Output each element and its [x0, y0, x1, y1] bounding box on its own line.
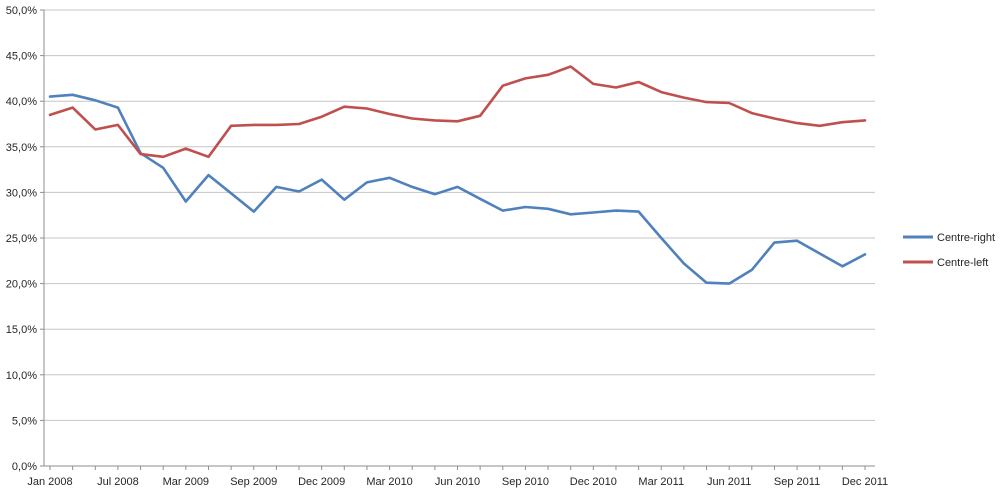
series-line-centre-left [48, 65, 867, 159]
x-tick-label: Jun 2011 [707, 476, 751, 488]
x-tick-label: Dec 2010 [570, 476, 617, 488]
x-tick-label: Dec 2011 [842, 476, 888, 488]
y-tick-label: 5,0% [12, 415, 37, 427]
y-tick-label: 25,0% [6, 233, 37, 245]
x-tick-label: Jan 2008 [27, 476, 72, 488]
y-tick-label: 10,0% [6, 370, 37, 382]
y-tick-label: 15,0% [6, 324, 37, 336]
y-tick-label: 35,0% [6, 142, 37, 154]
y-tick-label: 40,0% [6, 96, 37, 108]
y-tick-label: 30,0% [6, 187, 37, 199]
legend-label-centre-left: Centre-left [937, 257, 988, 269]
x-tick-label: Sep 2009 [230, 476, 277, 488]
x-tick-label: Mar 2010 [366, 476, 412, 488]
x-tick-label: Dec 2009 [298, 476, 345, 488]
x-tick-label: Sep 2010 [502, 476, 549, 488]
legend-label-centre-right: Centre-right [937, 232, 995, 244]
y-tick-label: 50,0% [6, 5, 37, 17]
x-tick-label: Jun 2010 [435, 476, 480, 488]
y-tick-label: 20,0% [6, 279, 37, 291]
series-line-centre-right [48, 93, 867, 285]
x-tick-label: Mar 2009 [163, 476, 209, 488]
y-tick-label: 45,0% [6, 51, 37, 63]
y-tick-label: 0,0% [12, 461, 37, 473]
x-tick-label: Mar 2011 [638, 476, 684, 488]
x-tick-label: Sep 2011 [774, 476, 820, 488]
x-tick-label: Jul 2008 [97, 476, 139, 488]
